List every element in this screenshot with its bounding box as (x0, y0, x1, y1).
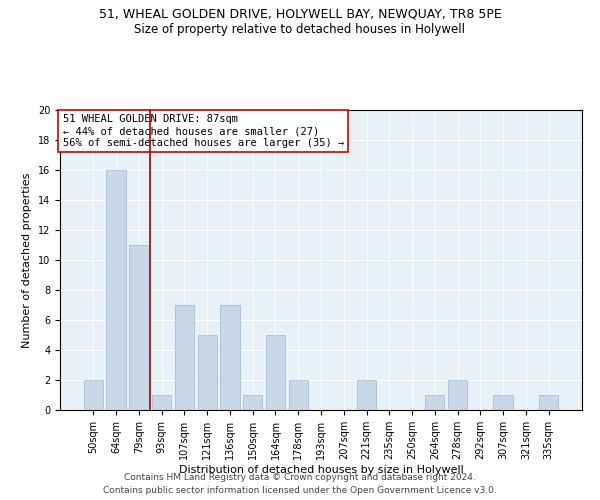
Bar (197, 335, 217, 410)
Bar (129, 245, 149, 410)
Bar (493, 395, 513, 410)
Bar (220, 305, 239, 410)
X-axis label: Distribution of detached houses by size in Holywell: Distribution of detached houses by size … (179, 464, 463, 474)
Bar (448, 380, 467, 410)
Y-axis label: Number of detached properties: Number of detached properties (22, 172, 32, 348)
Bar (243, 395, 262, 410)
Bar (539, 395, 558, 410)
Bar (357, 380, 376, 410)
Text: 51, WHEAL GOLDEN DRIVE, HOLYWELL BAY, NEWQUAY, TR8 5PE: 51, WHEAL GOLDEN DRIVE, HOLYWELL BAY, NE… (98, 8, 502, 20)
Text: 51 WHEAL GOLDEN DRIVE: 87sqm
← 44% of detached houses are smaller (27)
56% of se: 51 WHEAL GOLDEN DRIVE: 87sqm ← 44% of de… (62, 114, 344, 148)
Text: Contains HM Land Registry data © Crown copyright and database right 2024.
Contai: Contains HM Land Registry data © Crown c… (103, 474, 497, 495)
Bar (289, 380, 308, 410)
Bar (152, 395, 172, 410)
Bar (175, 305, 194, 410)
Bar (106, 170, 126, 410)
Bar (425, 395, 445, 410)
Text: Size of property relative to detached houses in Holywell: Size of property relative to detached ho… (134, 22, 466, 36)
Bar (266, 335, 285, 410)
Bar (84, 380, 103, 410)
